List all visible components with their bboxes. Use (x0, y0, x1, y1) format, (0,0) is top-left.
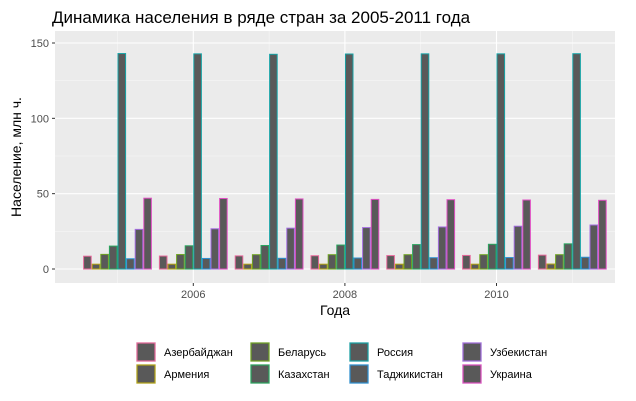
bar (243, 263, 252, 270)
bar (251, 254, 261, 270)
bar (370, 198, 380, 270)
bar (403, 254, 413, 270)
legend-label: Таджикистан (377, 369, 443, 381)
bar (91, 263, 101, 270)
bar (310, 255, 320, 270)
bar (598, 199, 607, 270)
bar (294, 198, 304, 270)
legend-key (250, 364, 270, 384)
x-axis-label: Года (320, 302, 350, 318)
bar (437, 226, 447, 270)
bar (505, 257, 514, 270)
x-tick-label: 2008 (333, 289, 357, 301)
legend-key (462, 364, 482, 384)
x-tick-label: 2006 (181, 289, 205, 301)
bar (462, 254, 471, 270)
y-tick-label: 50 (37, 189, 49, 201)
legend-label: Россия (377, 347, 413, 359)
legend-label: Украина (490, 369, 533, 381)
bar (589, 224, 599, 270)
bar (446, 199, 456, 270)
legend-key (349, 342, 369, 362)
bar (580, 256, 590, 270)
bar (143, 197, 152, 270)
bar (479, 254, 488, 270)
y-axis: 0 50 100 150 (31, 38, 55, 276)
bar (201, 257, 211, 270)
x-axis: 2006 2008 2010 (181, 283, 509, 301)
bar (319, 263, 328, 270)
bar (176, 254, 185, 270)
bar (117, 53, 127, 270)
bar (193, 53, 202, 270)
y-tick-label: 100 (31, 113, 49, 125)
bar (563, 243, 573, 270)
legend-label: Беларусь (278, 347, 326, 359)
y-axis-label: Население, млн ч. (8, 97, 24, 217)
bar (353, 257, 363, 270)
bar (344, 53, 354, 270)
bar (108, 245, 118, 270)
legend: Азербайджан Армения Беларусь Казахстан Росси… (136, 342, 547, 384)
bar (83, 255, 92, 270)
bars (83, 53, 607, 270)
bar (537, 254, 547, 270)
legend-label: Узбекистан (490, 347, 547, 359)
y-tick-label: 0 (43, 264, 49, 276)
bar (496, 53, 506, 270)
bar (134, 228, 144, 270)
bar (336, 244, 345, 270)
legend-key (136, 364, 156, 384)
bar (555, 254, 564, 270)
legend-label: Азербайджан (164, 347, 233, 359)
bar (420, 53, 430, 270)
legend-label: Армения (164, 369, 209, 381)
legend-label: Казахстан (278, 369, 330, 381)
bar (362, 227, 371, 270)
bar (269, 53, 278, 270)
bar (386, 255, 395, 270)
bar (429, 257, 438, 270)
legend-key (462, 342, 482, 362)
y-tick-label: 150 (31, 38, 49, 50)
bar (158, 255, 168, 270)
bar (234, 255, 244, 270)
bar (100, 253, 109, 270)
bar (572, 53, 581, 270)
bar (513, 225, 523, 270)
chart-title: Динамика населения в ряде стран за 2005-… (52, 8, 471, 27)
bar (219, 197, 228, 270)
x-tick-label: 2010 (484, 289, 508, 301)
bar (470, 263, 480, 270)
legend-key (250, 342, 270, 362)
bar (546, 263, 556, 270)
bar (167, 263, 177, 270)
legend-key (136, 342, 156, 362)
bar (412, 244, 421, 270)
bar (277, 257, 287, 270)
bar (327, 254, 337, 270)
bar (126, 258, 135, 270)
bar (210, 228, 220, 270)
bar (394, 263, 404, 270)
bar (260, 244, 270, 270)
bar (487, 243, 497, 270)
legend-key (349, 364, 369, 384)
bar (286, 227, 295, 270)
bar (522, 199, 531, 270)
bar (184, 245, 194, 270)
